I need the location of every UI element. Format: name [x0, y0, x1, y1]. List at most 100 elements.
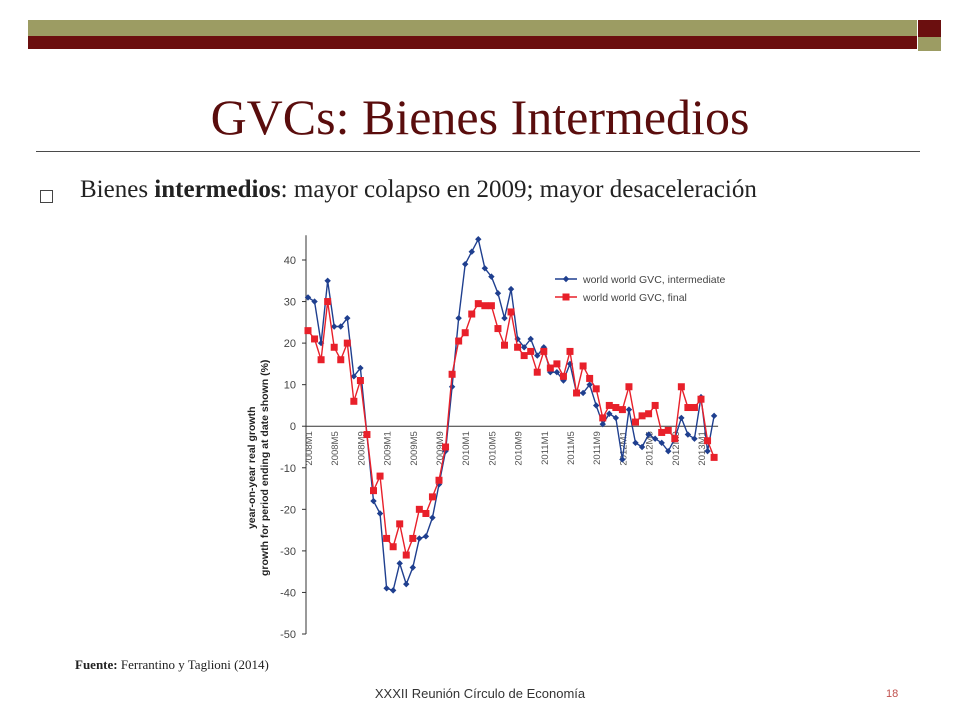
point-intermediate: [632, 439, 639, 447]
x-tick-label: 2012M9: [671, 431, 682, 465]
point-final: [474, 300, 482, 308]
x-tick-label: 2013M1: [697, 431, 708, 465]
point-final: [435, 476, 443, 484]
point-final: [487, 302, 495, 310]
point-final: [402, 551, 410, 559]
point-intermediate: [376, 510, 384, 517]
point-final: [638, 412, 646, 420]
point-final: [448, 370, 456, 378]
point-final: [396, 520, 404, 528]
point-final: [343, 339, 351, 347]
point-intermediate: [501, 314, 508, 322]
source-note: Fuente: Ferrantino y Taglioni (2014): [75, 657, 269, 673]
bullet-text-pre: Bienes: [80, 176, 155, 203]
point-final: [494, 325, 502, 333]
point-intermediate: [311, 298, 318, 305]
point-final: [330, 343, 338, 351]
point-intermediate: [678, 414, 685, 422]
y-axis-title-line2: growth for period ending at date shown (…: [259, 360, 271, 576]
footer-text: XXXII Reunión Círculo de Economía: [374, 686, 586, 701]
x-tick-label: 2011M1: [540, 431, 551, 465]
point-final: [651, 401, 659, 409]
point-intermediate: [324, 277, 331, 284]
point-final: [527, 347, 535, 355]
header-decoration-bar: [28, 20, 917, 51]
point-final: [566, 347, 574, 355]
y-tick-label: -10: [280, 463, 296, 475]
corner-block-maroon: [918, 20, 941, 37]
x-tick-label: 2009M5: [409, 431, 420, 465]
point-final: [507, 308, 515, 316]
legend-label-2: world world GVC, final: [582, 292, 687, 304]
y-tick-label: -40: [280, 587, 296, 599]
point-intermediate: [455, 314, 462, 322]
point-final: [311, 335, 319, 343]
point-intermediate: [350, 373, 358, 380]
point-intermediate: [599, 420, 606, 428]
x-tick-label: 2008M1: [304, 431, 315, 465]
page-number: 18: [886, 688, 899, 700]
series-line-2: [307, 301, 715, 558]
y-tick-label: 30: [284, 297, 296, 309]
point-final: [586, 374, 594, 382]
point-intermediate: [579, 389, 587, 397]
point-final: [304, 327, 312, 335]
point-final: [363, 431, 371, 439]
point-intermediate: [507, 285, 515, 293]
point-final: [684, 404, 692, 412]
point-intermediate: [481, 265, 489, 272]
bullet-text: Bienes intermedios: mayor colapso en 200…: [80, 176, 757, 204]
point-intermediate: [409, 564, 416, 571]
point-final: [409, 534, 417, 542]
point-final: [664, 426, 672, 434]
point-final: [605, 401, 613, 409]
x-tick-label: 2009M1: [383, 431, 394, 465]
x-tick-label: 2010M1: [461, 431, 472, 465]
point-intermediate: [606, 410, 613, 417]
point-final: [573, 389, 581, 397]
hollow-square-bullet-icon: [40, 190, 53, 203]
point-final: [599, 414, 607, 422]
point-final: [592, 385, 600, 393]
point-intermediate: [665, 447, 672, 455]
point-final: [317, 356, 325, 364]
point-intermediate: [396, 560, 403, 567]
point-intermediate: [520, 344, 528, 351]
point-final: [533, 368, 541, 376]
y-tick-label: -20: [280, 504, 296, 516]
point-final: [710, 453, 718, 461]
point-final: [677, 383, 685, 391]
point-final: [455, 337, 463, 345]
point-intermediate: [337, 323, 344, 330]
point-final: [356, 377, 364, 385]
point-final: [671, 435, 679, 443]
point-final: [704, 437, 712, 445]
point-final: [514, 343, 522, 351]
y-tick-label: -30: [280, 546, 296, 558]
point-final: [442, 443, 450, 451]
x-tick-label: 2011M5: [566, 431, 577, 465]
y-tick-label: 10: [284, 380, 296, 392]
source-text: Ferrantino y Taglioni (2014): [117, 657, 269, 672]
point-intermediate: [710, 412, 718, 420]
point-final: [468, 310, 476, 318]
point-final: [632, 418, 639, 426]
x-tick-label: 2010M5: [487, 431, 498, 465]
point-final: [658, 428, 666, 436]
point-final: [625, 383, 633, 391]
corner-block-olive: [918, 37, 941, 51]
point-intermediate: [494, 290, 502, 297]
point-intermediate: [429, 514, 436, 521]
point-final: [501, 341, 508, 349]
y-tick-label: 20: [284, 338, 296, 350]
point-intermediate: [684, 431, 692, 438]
point-final: [383, 534, 391, 542]
point-final: [415, 505, 423, 513]
point-final: [428, 493, 436, 501]
maroon-stripe: [28, 36, 917, 49]
legend-marker-square: [562, 293, 570, 301]
point-intermediate: [344, 314, 351, 322]
x-tick-label: 2011M9: [592, 431, 603, 465]
point-intermediate: [612, 414, 620, 422]
legend-marker-diamond: [562, 275, 570, 283]
